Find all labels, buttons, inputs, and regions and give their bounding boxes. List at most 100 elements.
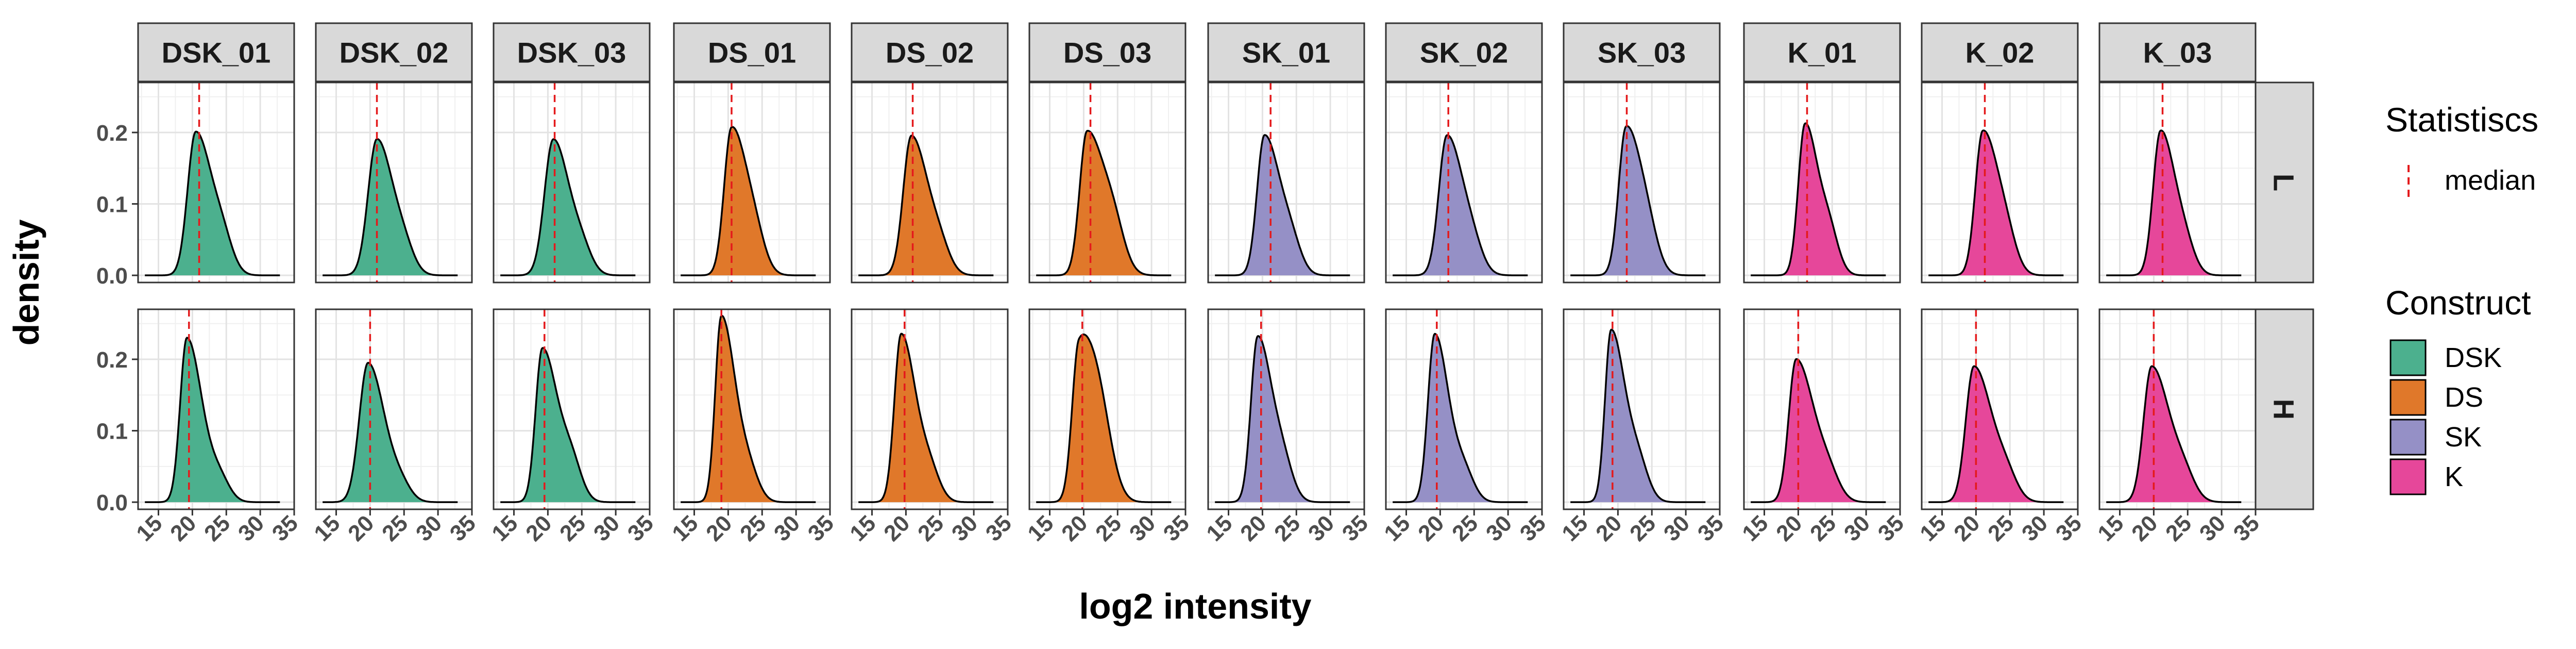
panel-border bbox=[851, 81, 1009, 284]
panel-border bbox=[2098, 308, 2257, 510]
strip-SK_01 bbox=[1207, 22, 1365, 82]
strip-DSK_03 bbox=[493, 22, 651, 82]
density-area-DSK bbox=[500, 139, 636, 276]
y-axis-title: density bbox=[6, 219, 46, 345]
panel-border bbox=[1743, 81, 1901, 284]
density-area-DS bbox=[681, 315, 816, 503]
strip-row-label-H: H bbox=[2268, 399, 2300, 420]
legend-label-K: K bbox=[2445, 461, 2463, 492]
density-line bbox=[1928, 129, 2064, 276]
strip-label-DSK_02: DSK_02 bbox=[340, 37, 449, 69]
panel-border bbox=[1921, 308, 2079, 510]
strip-label-SK_03: SK_03 bbox=[1598, 37, 1686, 69]
panel-DSK_01-H bbox=[137, 308, 295, 510]
panel-DSK_03-H bbox=[493, 308, 651, 510]
legend-label-DSK: DSK bbox=[2445, 342, 2502, 373]
panel-DS_03-L bbox=[1028, 81, 1187, 284]
y-tick-label: 0.1 bbox=[96, 192, 128, 218]
density-line bbox=[500, 138, 636, 276]
density-area-DSK bbox=[145, 131, 280, 276]
density-line bbox=[1751, 358, 1886, 503]
panel-K_01-L bbox=[1743, 81, 1901, 284]
panel-SK_03-H bbox=[1563, 308, 1721, 510]
density-line bbox=[145, 337, 280, 503]
density-area-DSK bbox=[323, 362, 458, 503]
strip-label-K_03: K_03 bbox=[2143, 37, 2212, 69]
panel-K_02-H bbox=[1921, 308, 2079, 510]
panel-SK_03-L bbox=[1563, 81, 1721, 284]
strip-label-SK_01: SK_01 bbox=[1242, 37, 1330, 69]
density-area-K bbox=[1928, 130, 2064, 276]
strip-K_02 bbox=[1921, 22, 2079, 82]
panel-border bbox=[1028, 308, 1187, 510]
panel-DS_01-L bbox=[673, 81, 831, 284]
panel-border bbox=[1921, 81, 2079, 284]
density-area-K bbox=[2106, 130, 2242, 276]
density-line bbox=[858, 135, 994, 276]
density-area-SK bbox=[1215, 336, 1350, 503]
density-line bbox=[681, 126, 816, 276]
panel-SK_02-H bbox=[1385, 308, 1543, 510]
strip-SK_03 bbox=[1563, 22, 1721, 82]
density-area-DSK bbox=[500, 348, 636, 503]
density-area-SK bbox=[1393, 334, 1528, 503]
density-area-DSK bbox=[323, 139, 458, 276]
panel-DS_02-H bbox=[851, 308, 1009, 510]
density-area-K bbox=[2106, 366, 2242, 503]
y-tick-label: 0.0 bbox=[96, 263, 128, 289]
legend-key-DS bbox=[2389, 379, 2427, 416]
density-line bbox=[323, 361, 458, 503]
strip-label-DS_01: DS_01 bbox=[708, 37, 796, 69]
panel-border bbox=[137, 308, 295, 510]
density-area-K bbox=[1751, 123, 1886, 276]
panel-border bbox=[1207, 308, 1365, 510]
legend-label-DS: DS bbox=[2445, 382, 2483, 413]
y-tick-label: 0.2 bbox=[96, 121, 128, 146]
density-line bbox=[1570, 328, 1706, 503]
panel-border bbox=[493, 308, 651, 510]
strip-DSK_01 bbox=[137, 22, 295, 82]
density-area-DS bbox=[1036, 334, 1172, 503]
strip-row-H bbox=[2254, 308, 2314, 510]
y-tick-label: 0.0 bbox=[96, 490, 128, 515]
panel-border bbox=[315, 81, 473, 284]
panel-border bbox=[137, 81, 295, 284]
legend: Statistiscs median Construct DSK DS SK K bbox=[2385, 101, 2538, 495]
panel-border bbox=[1743, 308, 1901, 510]
panel-SK_01-L bbox=[1207, 81, 1365, 284]
density-area-DS bbox=[1036, 130, 1172, 276]
panel-DS_03-H bbox=[1028, 308, 1187, 510]
panel-border bbox=[673, 81, 831, 284]
legend-title-statistics: Statistiscs bbox=[2385, 101, 2538, 139]
panel-DS_02-L bbox=[851, 81, 1009, 284]
panel-border bbox=[493, 81, 651, 284]
density-area-SK bbox=[1393, 135, 1528, 276]
strip-label-SK_02: SK_02 bbox=[1420, 37, 1508, 69]
strip-label-DSK_03: DSK_03 bbox=[517, 37, 626, 69]
strip-row-L bbox=[2254, 81, 2314, 284]
panel-border bbox=[1563, 81, 1721, 284]
density-line bbox=[1570, 125, 1706, 276]
legend-key-SK bbox=[2389, 419, 2427, 456]
panel-DSK_02-L bbox=[315, 81, 473, 284]
density-area-K bbox=[1928, 366, 2064, 503]
density-line bbox=[145, 130, 280, 276]
panel-K_03-H bbox=[2098, 308, 2257, 510]
density-line bbox=[1215, 134, 1350, 276]
density-area-DS bbox=[858, 334, 994, 503]
panel-SK_02-L bbox=[1385, 81, 1543, 284]
strip-DS_02 bbox=[851, 22, 1009, 82]
panel-DSK_02-H bbox=[315, 308, 473, 510]
density-line bbox=[1751, 122, 1886, 276]
density-line bbox=[1036, 334, 1172, 503]
strip-label-K_01: K_01 bbox=[1788, 37, 1857, 69]
density-line bbox=[858, 332, 994, 503]
panel-border bbox=[315, 308, 473, 510]
y-tick-label: 0.1 bbox=[96, 419, 128, 444]
density-line bbox=[1215, 335, 1350, 503]
panel-SK_01-H bbox=[1207, 308, 1365, 510]
panel-DS_01-H bbox=[673, 308, 831, 510]
strip-label-DS_03: DS_03 bbox=[1063, 37, 1151, 69]
density-area-DS bbox=[858, 136, 994, 276]
density-line bbox=[1393, 134, 1528, 276]
